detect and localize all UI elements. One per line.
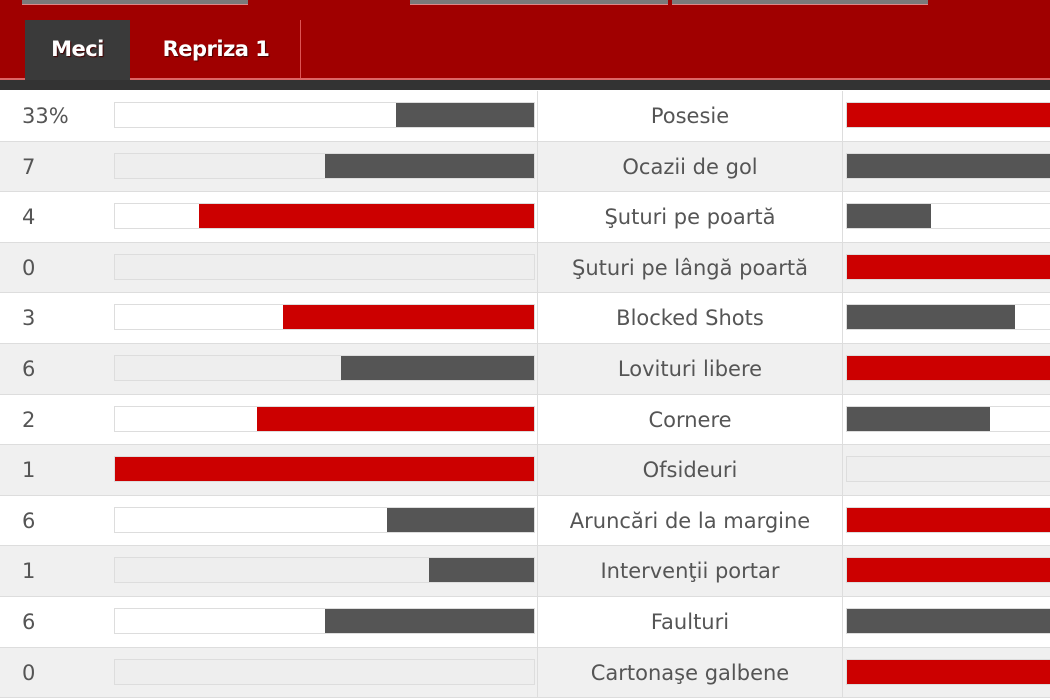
home-bar [114, 253, 535, 280]
home-bar [114, 456, 535, 483]
away-bar-fill [847, 305, 1016, 330]
away-bar-fill [847, 153, 1050, 178]
away-bar-fill [847, 507, 1050, 532]
home-value: 6 [22, 508, 36, 533]
stat-row: 6 Faulturi [0, 596, 1050, 648]
stat-label: Şuturi pe lângă poartă [537, 242, 843, 293]
home-bar-fill [387, 507, 534, 532]
away-bar-fill [847, 204, 932, 229]
home-value: 6 [22, 356, 36, 381]
away-bar [846, 203, 1050, 230]
stat-label: Şuturi pe poartă [537, 192, 843, 242]
away-bar-fill [847, 103, 1050, 127]
away-bar-fill [847, 608, 1050, 633]
home-bar [114, 203, 535, 230]
home-bar [114, 506, 535, 533]
stat-row: 1 Ofsideuri [0, 445, 1050, 496]
away-bar [846, 557, 1050, 584]
home-bar [114, 304, 535, 331]
stat-label: Ofsideuri [537, 445, 843, 495]
home-value: 33% [22, 104, 69, 128]
home-bar-fill [282, 305, 534, 330]
home-bar [114, 354, 535, 381]
stats-table: 33% Posesie 7 Ocazii de gol 4 Şuturi pe … [0, 91, 1050, 699]
top-tab[interactable] [22, 0, 248, 5]
away-bar [846, 354, 1050, 381]
stat-label: Faulturi [537, 596, 843, 647]
stat-row: 0 Cartonaşe galbene [0, 647, 1050, 699]
stat-row: 1 Intervenţii portar [0, 546, 1050, 597]
stat-label: Ocazii de gol [537, 141, 843, 192]
home-value: 3 [22, 306, 36, 331]
stat-label: Blocked Shots [537, 293, 843, 343]
away-bar [846, 152, 1050, 179]
stat-row: 6 Lovituri libere [0, 343, 1050, 395]
stat-row: 33% Posesie [0, 91, 1050, 142]
divider [0, 80, 1050, 90]
home-bar-fill [257, 406, 534, 431]
home-bar-fill [324, 153, 534, 178]
home-bar-fill [429, 558, 534, 583]
away-bar-fill [847, 355, 1050, 380]
away-bar-fill [847, 406, 991, 431]
away-bar-fill [847, 558, 1050, 583]
home-value: 2 [22, 407, 36, 432]
stat-row: 7 Ocazii de gol [0, 141, 1050, 193]
stat-row: 6 Aruncări de la margine [0, 495, 1050, 547]
home-value: 1 [22, 458, 36, 483]
away-bar [846, 253, 1050, 280]
away-bar [846, 506, 1050, 533]
home-value: 4 [22, 205, 36, 230]
home-bar-fill [341, 355, 534, 380]
top-nav-strip [0, 0, 1050, 6]
stat-row: 4 Şuturi pe poartă [0, 192, 1050, 243]
home-bar [114, 102, 535, 128]
stat-label: Lovituri libere [537, 343, 843, 394]
stat-row: 2 Cornere [0, 394, 1050, 446]
away-bar [846, 102, 1050, 128]
home-bar [114, 607, 535, 634]
home-bar [114, 658, 535, 685]
away-bar [846, 304, 1050, 331]
away-bar-fill [847, 254, 1050, 279]
stat-label: Posesie [537, 91, 843, 141]
away-bar [846, 607, 1050, 634]
home-value: 0 [22, 255, 36, 280]
tab-repriza-1[interactable]: Repriza 1 [132, 20, 301, 78]
stat-label: Cartonaşe galbene [537, 647, 843, 698]
away-bar-fill [847, 659, 1050, 684]
stat-label: Cornere [537, 394, 843, 445]
home-bar-fill [324, 608, 534, 633]
home-bar [114, 557, 535, 584]
stat-label: Aruncări de la margine [537, 495, 843, 546]
stat-row: 3 Blocked Shots [0, 293, 1050, 344]
home-bar-fill [198, 204, 534, 229]
home-value: 6 [22, 609, 36, 634]
stat-label: Intervenţii portar [537, 546, 843, 596]
away-bar [846, 456, 1050, 483]
home-bar-fill [395, 103, 534, 127]
away-bar [846, 658, 1050, 685]
top-tab[interactable] [672, 0, 928, 5]
home-bar [114, 405, 535, 432]
home-value: 0 [22, 660, 36, 685]
top-tab[interactable] [410, 0, 668, 5]
home-value: 7 [22, 154, 36, 179]
home-bar [114, 152, 535, 179]
home-value: 1 [22, 559, 36, 584]
period-tabs-bar: Meci Repriza 1 [0, 6, 1050, 80]
tab-meci[interactable]: Meci [25, 20, 130, 80]
stat-row: 0 Şuturi pe lângă poartă [0, 242, 1050, 294]
away-bar [846, 405, 1050, 432]
home-bar-fill [115, 457, 534, 482]
